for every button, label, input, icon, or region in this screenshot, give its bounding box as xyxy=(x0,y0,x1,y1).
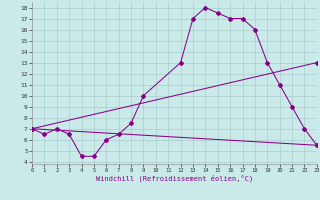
X-axis label: Windchill (Refroidissement éolien,°C): Windchill (Refroidissement éolien,°C) xyxy=(96,175,253,182)
